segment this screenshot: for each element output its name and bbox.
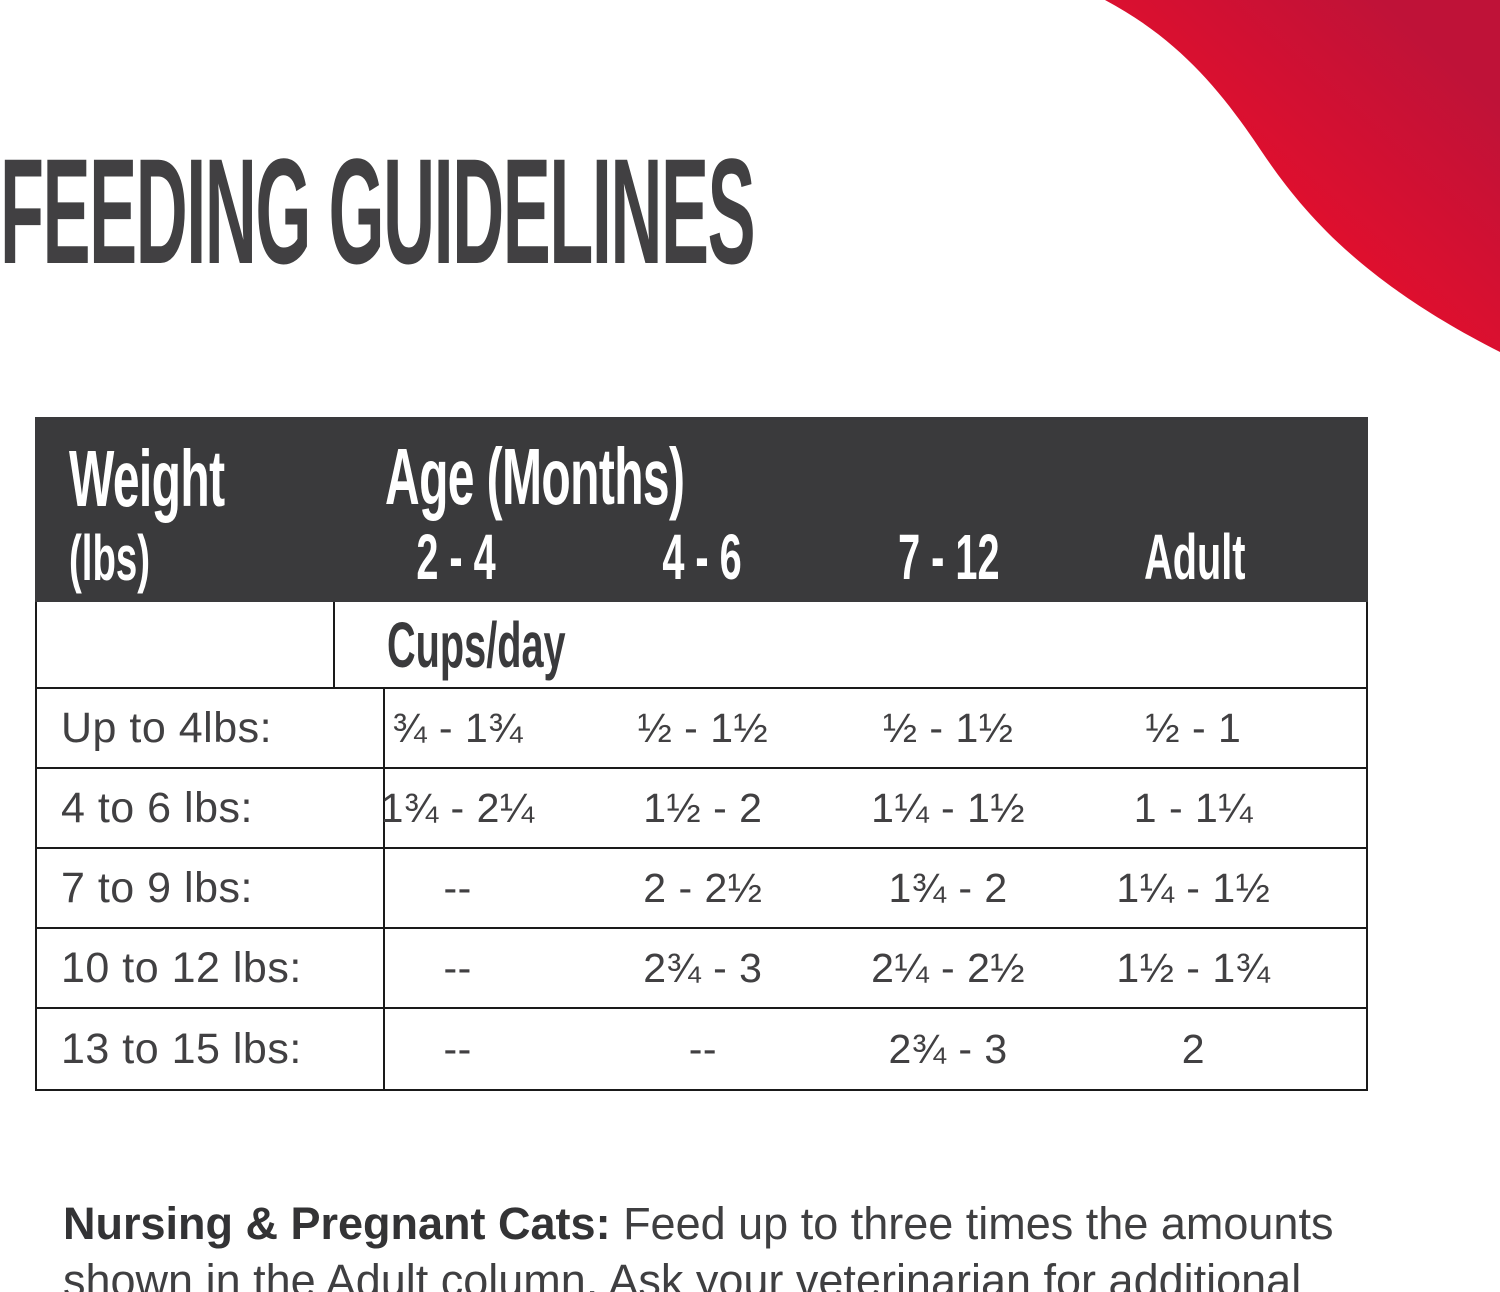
feeding-amount: 1 - 1¼: [1133, 784, 1253, 831]
feeding-amount: ¾ - 1¾: [392, 704, 523, 751]
age-col-adult: Adult: [1072, 520, 1318, 594]
red-swoosh-decoration: [1105, 0, 1500, 352]
feeding-table-body: Cups/day Up to 4lbs: ¾ - 1¾ ½ - 1½ ½ - 1½ ½ …: [35, 602, 1368, 1091]
feeding-amount: 1½ - 2: [643, 784, 763, 831]
age-col-label: 7 - 12: [897, 521, 1000, 593]
units-cell: Cups/day: [335, 602, 1366, 687]
age-months-header: Age (Months): [385, 432, 685, 521]
age-col-4-6: 4 - 6: [579, 520, 825, 594]
feeding-amount: --: [443, 1025, 472, 1072]
feeding-amount: --: [688, 1025, 718, 1072]
age-col-7-12: 7 - 12: [826, 520, 1072, 594]
weight-range-label: Up to 4lbs:: [37, 689, 385, 767]
units-row-spacer: [37, 602, 335, 687]
feeding-amount: --: [443, 864, 472, 911]
note-line: shown in the Adult column. Ask your vete…: [63, 1255, 1302, 1292]
age-column-labels: 2 - 4 4 - 6 7 - 12 Adult: [333, 520, 1318, 593]
units-label: Cups/day: [387, 608, 566, 681]
weight-range-label: 4 to 6 lbs:: [37, 769, 385, 847]
weight-range-label: 10 to 12 lbs:: [37, 929, 385, 1007]
weight-column-header: Weight: [69, 434, 225, 523]
weight-unit-label: (lbs): [69, 522, 151, 594]
age-col-label: 4 - 6: [662, 521, 743, 593]
table-rows: Up to 4lbs: ¾ - 1¾ ½ - 1½ ½ - 1½ ½ - 1 4 to 6…: [37, 689, 1366, 1089]
feeding-amount: 2: [1181, 1025, 1206, 1072]
feeding-table: Weight (lbs) Age (Months) 2 - 4 4 - 6 7 …: [35, 417, 1368, 1091]
feeding-amount: 1¼ - 1½: [1116, 864, 1271, 911]
note-line: Nursing & Pregnant Cats: Feed up to thre…: [63, 1198, 1333, 1249]
feeding-table-header: Weight (lbs) Age (Months) 2 - 4 4 - 6 7 …: [35, 417, 1368, 602]
table-row: 7 to 9 lbs: -- 2 - 2½ 1¾ - 2 1¼ - 1½: [37, 849, 1366, 929]
feeding-amount: 2¾ - 3: [888, 1025, 1008, 1072]
units-row: Cups/day: [37, 602, 1366, 689]
age-col-label: Adult: [1144, 521, 1246, 593]
feeding-amount: ½ - 1½: [882, 704, 1014, 751]
feeding-amount: ½ - 1½: [637, 704, 769, 751]
feeding-amount: --: [443, 944, 472, 991]
page-title: FEEDING GUIDELINES: [0, 127, 756, 295]
weight-range-label: 7 to 9 lbs:: [37, 849, 385, 927]
table-row: Up to 4lbs: ¾ - 1¾ ½ - 1½ ½ - 1½ ½ - 1: [37, 689, 1366, 769]
table-row: 10 to 12 lbs: -- 2¾ - 3 2¼ - 2½ 1½ - 1¾: [37, 929, 1366, 1009]
feeding-amount: 1¾ - 2: [888, 864, 1008, 911]
note-text: Feed up to three times the amounts: [610, 1198, 1334, 1249]
feeding-amount: 2¼ - 2½: [871, 944, 1026, 991]
feeding-amount: 2¾ - 3: [643, 944, 763, 991]
feeding-amount: ½ - 1: [1145, 704, 1242, 751]
feeding-amount: 1¼ - 1½: [871, 784, 1026, 831]
feeding-amount: 1½ - 1¾: [1116, 944, 1271, 991]
age-col-2-4: 2 - 4: [333, 520, 579, 594]
feeding-amount: 1¾ - 2¼: [380, 784, 535, 831]
table-row: 4 to 6 lbs: 1¾ - 2¼ 1½ - 2 1¼ - 1½ 1 - 1¼: [37, 769, 1366, 849]
weight-range-label: 13 to 15 lbs:: [37, 1009, 385, 1089]
feeding-amount: 2 - 2½: [643, 864, 763, 911]
age-col-label: 2 - 4: [416, 521, 496, 593]
table-row: 13 to 15 lbs: -- -- 2¾ - 3 2: [37, 1009, 1366, 1089]
nursing-pregnant-note: Nursing & Pregnant Cats: Feed up to thre…: [63, 1195, 1383, 1292]
note-heading: Nursing & Pregnant Cats:: [63, 1198, 611, 1249]
